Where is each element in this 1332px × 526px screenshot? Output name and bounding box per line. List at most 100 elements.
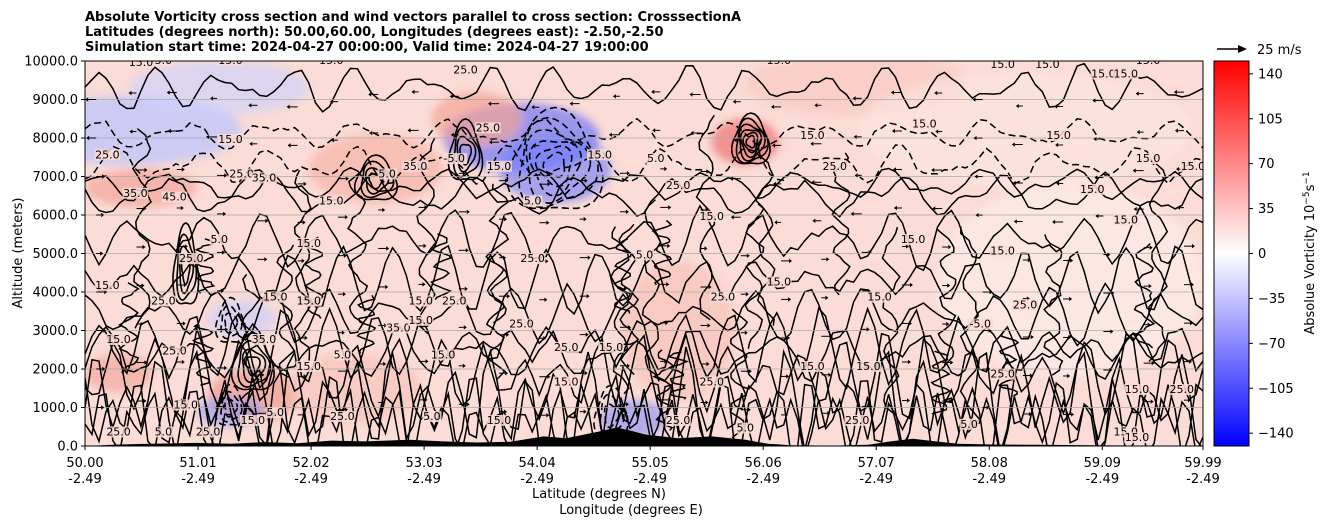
contour-line: [275, 244, 296, 378]
wind-vector-head: [463, 325, 467, 330]
x-tick-label-lon: -2.49: [746, 472, 780, 487]
contour-label-bg: [1045, 130, 1072, 141]
contour-label-bg: [178, 253, 205, 265]
wind-vector-head: [707, 323, 711, 328]
contour-label: 15.0: [554, 375, 579, 388]
wind-vector-head: [1191, 243, 1195, 249]
contour-label: 15.0: [856, 360, 881, 373]
colorbar-tick-label: 140: [1258, 67, 1283, 82]
contour-line: [518, 116, 599, 209]
wind-vector-head: [829, 334, 833, 339]
contour-label-bg: [486, 160, 512, 172]
contour-line: [85, 369, 1203, 446]
x-tick-label-lon: -2.49: [294, 472, 328, 487]
wind-vector-head: [1147, 322, 1151, 327]
wind-vector-head: [507, 293, 511, 299]
wind-vector-head: [612, 94, 616, 99]
wind-vector-head: [181, 359, 185, 365]
contour-label: 15.0: [588, 148, 613, 161]
contour-label-bg: [799, 361, 826, 372]
wind-vector-head: [1027, 257, 1031, 263]
wind-vector-head: [812, 218, 816, 223]
contour-label-bg: [866, 291, 893, 303]
wind-vector-head: [462, 363, 466, 369]
contour-label: 15.0: [218, 133, 243, 146]
wind-vector-head: [286, 104, 290, 110]
x-tick-label-lat: 53.03: [405, 456, 442, 471]
contour-label: 15.0: [1114, 214, 1139, 227]
wind-vector-head: [532, 143, 536, 148]
wind-vector-head: [934, 90, 938, 96]
wind-vector-head: [626, 363, 630, 368]
contour-label: 15.0: [241, 414, 266, 427]
contour-label-bg: [665, 414, 691, 426]
contour-line: [178, 245, 195, 295]
wind-vector-head: [747, 407, 751, 412]
x-tick-label-lon: -2.49: [633, 472, 667, 487]
contour-label-bg: [855, 361, 882, 372]
contour-line: [738, 123, 766, 162]
wind-vector-head: [892, 167, 896, 172]
contour-line: [85, 387, 1203, 446]
contour-line: [731, 112, 771, 165]
wind-vector-head: [129, 129, 133, 134]
contour-label-bg: [217, 61, 244, 66]
x-tick-label-lat: 59.99: [1184, 456, 1221, 471]
wind-vector-head: [344, 407, 348, 412]
contour-label-bg: [710, 291, 736, 303]
contour-line: [85, 62, 1203, 113]
wind-vector-head: [853, 134, 857, 140]
contour-label-bg: [967, 318, 994, 330]
x-tick-label-lat: 51.01: [179, 456, 216, 471]
contour-label-bg: [1124, 432, 1150, 444]
contour-label: 5.0: [378, 168, 396, 181]
wind-vector-head: [852, 96, 856, 101]
contour-line: [293, 169, 313, 361]
contour-label-bg: [329, 411, 356, 423]
wind-vector-head: [584, 178, 588, 183]
wind-vector-head: [342, 291, 346, 297]
x-tick-label-lat: 56.06: [745, 456, 782, 471]
wind-vector-head: [627, 325, 631, 330]
y-axis: 0.0 1000.0 2000.0 3000.0 4000.0 5000.0 6000.0 7…: [24, 55, 85, 455]
wind-vector-head: [465, 248, 469, 253]
wind-vector-head: [531, 104, 535, 110]
wind-vector-head: [868, 250, 872, 255]
wind-vector-head: [814, 103, 818, 108]
wind-vector-head: [407, 128, 411, 133]
contour-label-bg: [665, 180, 691, 192]
wind-vector-head: [464, 286, 468, 292]
wind-vector-head: [733, 138, 737, 143]
wind-reference-arrowhead: [1238, 45, 1247, 53]
contour-label: 25.0: [442, 295, 467, 308]
contour-label-bg: [296, 295, 322, 307]
colorbar-tick-label: −70: [1258, 337, 1285, 352]
contour-label-bg: [122, 187, 149, 199]
contour-label: 35.0: [123, 187, 148, 200]
contour-label-bg: [422, 411, 442, 423]
wind-vector-head: [224, 365, 228, 371]
wind-vector-head: [547, 374, 551, 379]
colorbar-label: Absolue Vorticity 10−5s−1: [1302, 171, 1318, 334]
contour-label: 15.0: [218, 54, 243, 67]
wind-vector-head: [975, 212, 979, 218]
contour-label: 15.0: [1035, 58, 1060, 71]
wind-vector-head: [828, 372, 832, 377]
wind-vector-head: [102, 174, 106, 179]
contour-label: 25.0: [823, 160, 848, 173]
wind-vector-head: [890, 90, 894, 95]
contour-line: [745, 134, 756, 149]
wind-vector-head: [690, 130, 694, 136]
wind-vector-head: [287, 143, 291, 148]
y-tick-label: 10000.0: [24, 55, 78, 70]
x-tick-label-lat: 57.07: [858, 456, 895, 471]
wind-vector-head: [424, 205, 428, 210]
wind-vector-head: [223, 211, 227, 217]
wind-vector-head: [1015, 103, 1019, 109]
colorbar-tick-label: −140: [1258, 427, 1294, 442]
contour-label-bg: [128, 61, 154, 68]
wind-vector-head: [369, 130, 373, 136]
contour-line: [191, 323, 215, 386]
wind-vector-head: [100, 251, 104, 256]
contour-label-bg: [94, 149, 121, 161]
